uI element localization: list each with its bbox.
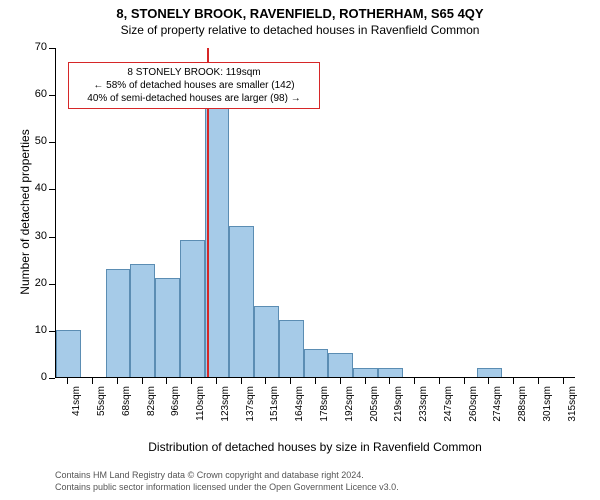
- histogram-bar: [279, 320, 304, 377]
- x-tick-label: 96sqm: [170, 386, 181, 436]
- y-tick-label: 60: [21, 88, 47, 100]
- x-tick: [315, 378, 316, 384]
- x-tick-label: 260sqm: [468, 386, 479, 436]
- y-tick-label: 0: [21, 371, 47, 383]
- y-tick-label: 50: [21, 135, 47, 147]
- x-tick: [290, 378, 291, 384]
- y-tick: [49, 237, 55, 238]
- y-tick: [49, 95, 55, 96]
- y-tick: [49, 284, 55, 285]
- x-tick: [67, 378, 68, 384]
- x-tick: [191, 378, 192, 384]
- x-tick: [265, 378, 266, 384]
- x-tick-label: 41sqm: [71, 386, 82, 436]
- annotation-line: 8 STONELY BROOK: 119sqm: [74, 66, 314, 79]
- x-tick-label: 219sqm: [393, 386, 404, 436]
- y-tick: [49, 142, 55, 143]
- histogram-bar: [180, 240, 205, 377]
- x-tick-label: 137sqm: [245, 386, 256, 436]
- x-tick-label: 301sqm: [542, 386, 553, 436]
- y-axis-label: Number of detached properties: [18, 82, 32, 342]
- x-tick: [538, 378, 539, 384]
- x-tick-label: 164sqm: [294, 386, 305, 436]
- x-tick-label: 110sqm: [195, 386, 206, 436]
- x-tick: [92, 378, 93, 384]
- histogram-bar: [56, 330, 81, 377]
- x-tick-label: 192sqm: [344, 386, 355, 436]
- x-tick: [439, 378, 440, 384]
- footer-line: Contains public sector information licen…: [55, 482, 399, 494]
- x-tick-label: 233sqm: [418, 386, 429, 436]
- y-tick: [49, 189, 55, 190]
- y-tick-label: 20: [21, 277, 47, 289]
- x-tick: [464, 378, 465, 384]
- x-tick: [340, 378, 341, 384]
- x-tick-label: 288sqm: [517, 386, 528, 436]
- x-tick-label: 247sqm: [443, 386, 454, 436]
- histogram-bar: [378, 368, 403, 377]
- x-tick-label: 82sqm: [146, 386, 157, 436]
- x-tick: [241, 378, 242, 384]
- x-tick: [166, 378, 167, 384]
- x-tick: [414, 378, 415, 384]
- x-tick-label: 123sqm: [220, 386, 231, 436]
- footer-line: Contains HM Land Registry data © Crown c…: [55, 470, 399, 482]
- x-tick-label: 151sqm: [269, 386, 280, 436]
- annotation-line: 40% of semi-detached houses are larger (…: [74, 92, 314, 105]
- page-title: 8, STONELY BROOK, RAVENFIELD, ROTHERHAM,…: [0, 0, 600, 21]
- x-tick-label: 205sqm: [369, 386, 380, 436]
- y-tick: [49, 48, 55, 49]
- page-subtitle: Size of property relative to detached ho…: [0, 21, 600, 41]
- x-tick: [513, 378, 514, 384]
- histogram-bar: [155, 278, 180, 377]
- histogram-bar: [254, 306, 279, 377]
- histogram-bar: [229, 226, 254, 377]
- y-tick: [49, 378, 55, 379]
- x-tick: [142, 378, 143, 384]
- y-tick-label: 40: [21, 182, 47, 194]
- histogram-bar: [328, 353, 353, 377]
- y-tick: [49, 331, 55, 332]
- x-tick-label: 315sqm: [567, 386, 578, 436]
- x-tick-label: 178sqm: [319, 386, 330, 436]
- x-tick: [365, 378, 366, 384]
- x-tick-label: 68sqm: [121, 386, 132, 436]
- chart-annotation-box: 8 STONELY BROOK: 119sqm ← 58% of detache…: [68, 62, 320, 109]
- x-tick: [488, 378, 489, 384]
- x-tick: [563, 378, 564, 384]
- histogram-bar: [353, 368, 378, 377]
- x-tick-label: 55sqm: [96, 386, 107, 436]
- x-tick: [216, 378, 217, 384]
- footer-attribution: Contains HM Land Registry data © Crown c…: [55, 470, 399, 493]
- histogram-bar: [304, 349, 329, 377]
- y-tick-label: 10: [21, 324, 47, 336]
- histogram-bar: [130, 264, 155, 377]
- histogram-bar: [106, 269, 131, 377]
- y-tick-label: 70: [21, 41, 47, 53]
- x-tick: [389, 378, 390, 384]
- histogram-bar: [477, 368, 502, 377]
- x-tick-label: 274sqm: [492, 386, 503, 436]
- x-axis-label: Distribution of detached houses by size …: [55, 440, 575, 454]
- y-tick-label: 30: [21, 230, 47, 242]
- annotation-line: ← 58% of detached houses are smaller (14…: [74, 79, 314, 92]
- x-tick: [117, 378, 118, 384]
